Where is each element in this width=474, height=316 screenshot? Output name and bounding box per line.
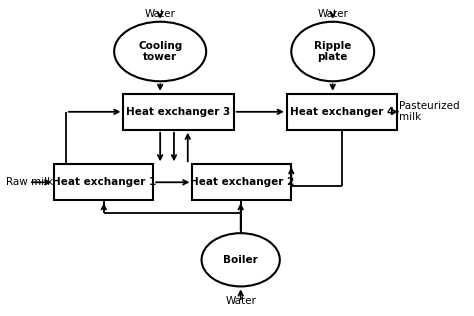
Text: Water: Water	[145, 9, 175, 19]
Text: Water: Water	[317, 9, 348, 19]
Text: Water: Water	[225, 296, 256, 306]
FancyBboxPatch shape	[287, 94, 397, 130]
Ellipse shape	[201, 233, 280, 286]
Text: Heat exchanger 4: Heat exchanger 4	[290, 107, 394, 117]
Ellipse shape	[292, 22, 374, 81]
Text: Heat exchanger 3: Heat exchanger 3	[127, 107, 231, 117]
Text: Heat exchanger 2: Heat exchanger 2	[190, 177, 294, 187]
Text: Cooling
tower: Cooling tower	[138, 41, 182, 62]
FancyBboxPatch shape	[123, 94, 234, 130]
Ellipse shape	[114, 22, 206, 81]
FancyBboxPatch shape	[192, 164, 292, 200]
Text: Ripple
plate: Ripple plate	[314, 41, 351, 62]
Text: Heat exchanger 1: Heat exchanger 1	[52, 177, 156, 187]
FancyBboxPatch shape	[55, 164, 153, 200]
Text: Boiler: Boiler	[223, 255, 258, 265]
Text: Pasteurized
milk: Pasteurized milk	[400, 101, 460, 122]
Text: Raw milk: Raw milk	[6, 177, 53, 187]
